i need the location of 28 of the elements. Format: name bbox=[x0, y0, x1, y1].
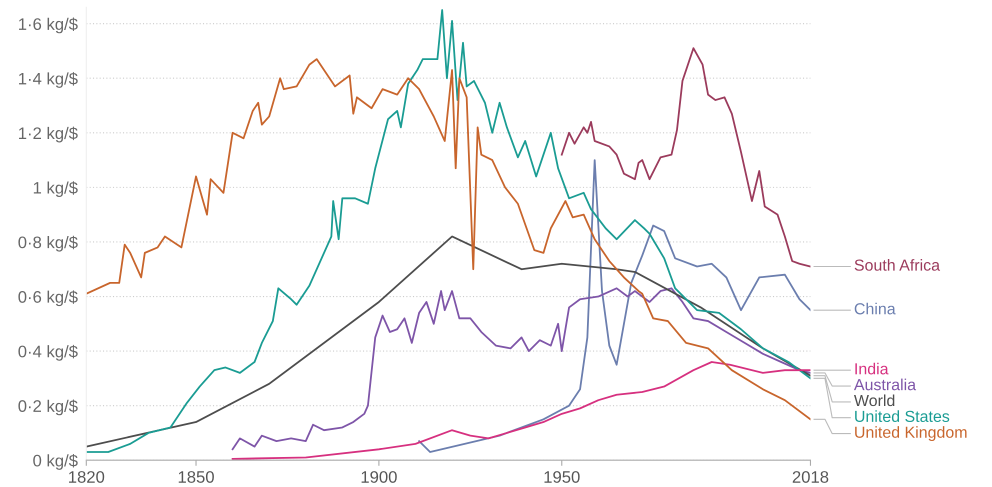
y-tick-label: 0 kg/$ bbox=[33, 454, 78, 470]
line-series bbox=[232, 361, 810, 460]
y-tick-label: 1·4 kg/$ bbox=[19, 72, 78, 88]
text: Australia bbox=[854, 378, 916, 390]
line-series bbox=[560, 47, 810, 268]
y-tick-label: 1·2 kg/$ bbox=[19, 126, 78, 142]
line-series bbox=[232, 287, 810, 450]
x-tick-label: 1900 bbox=[362, 471, 397, 483]
y-tick-label: 0·8 kg/$ bbox=[18, 236, 78, 252]
text: United States bbox=[855, 410, 950, 422]
x-tick-label: 1850 bbox=[178, 471, 214, 483]
text: China bbox=[854, 302, 896, 314]
x-tick-label: 1820 bbox=[69, 471, 104, 483]
x-tick-label: 2018 bbox=[792, 471, 828, 483]
line-series bbox=[418, 159, 810, 453]
text: World bbox=[854, 394, 894, 406]
text: South Africa bbox=[854, 259, 940, 271]
line-series bbox=[86, 9, 810, 453]
y-tick-label: 0·2 kg/$ bbox=[18, 399, 78, 416]
x-tick-label: 1950 bbox=[544, 471, 580, 483]
y-tick-label: 0·4 kg/$ bbox=[18, 344, 78, 361]
y-tick-label: 0·6 kg/$ bbox=[18, 290, 78, 306]
text: India bbox=[855, 362, 889, 374]
text: United Kingdom bbox=[855, 426, 967, 442]
y-tick-label: 1 kg/$ bbox=[34, 181, 78, 198]
line-series bbox=[86, 236, 810, 448]
line-series bbox=[86, 58, 810, 420]
y-tick-label: 1·6 kg/$ bbox=[19, 18, 78, 34]
